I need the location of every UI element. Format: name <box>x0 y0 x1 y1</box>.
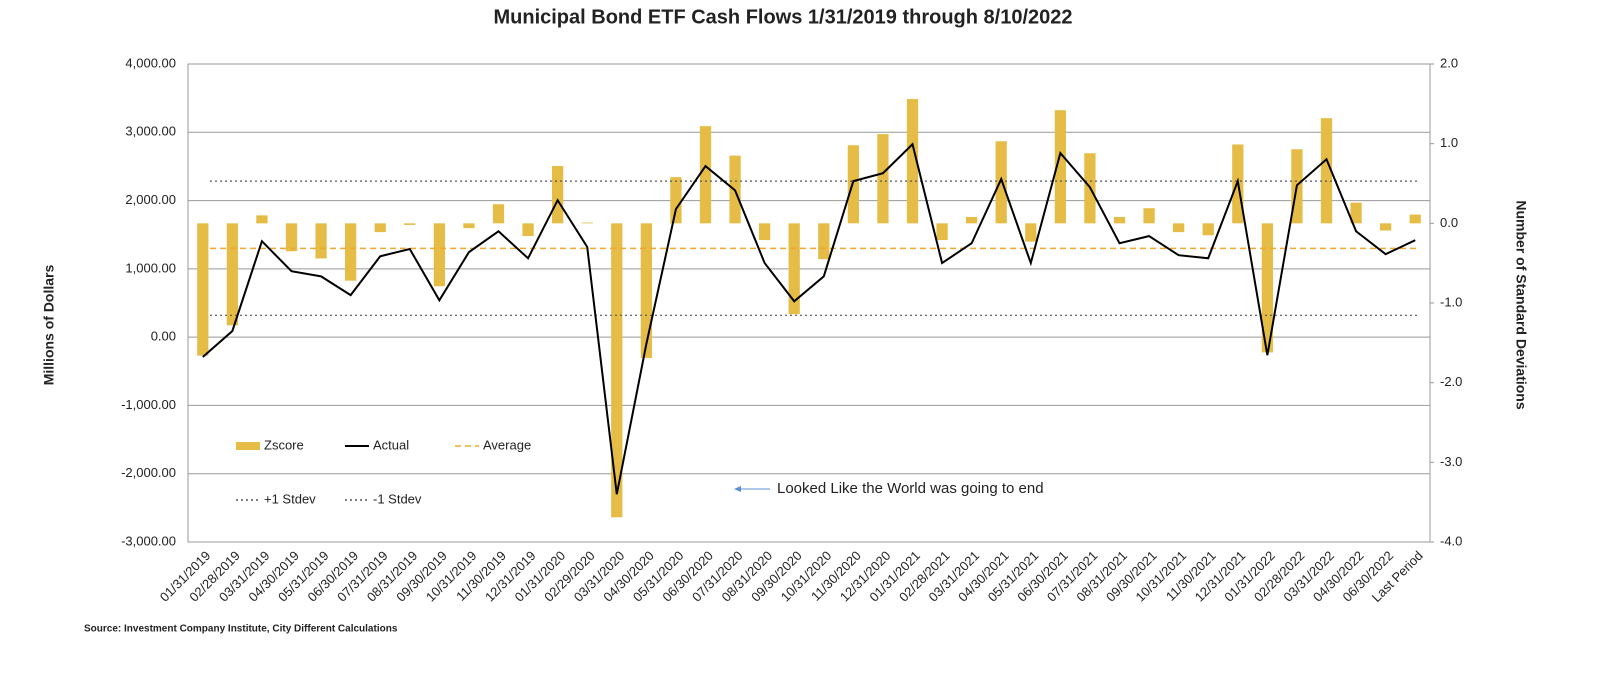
legend-label: -1 Stdev <box>373 491 422 506</box>
bar <box>611 223 623 518</box>
bar <box>877 134 889 224</box>
bar <box>1409 214 1421 224</box>
y-tick-label: 0.00 <box>151 329 176 344</box>
y2-tick-label: -1.0 <box>1440 294 1462 309</box>
y2-tick-label: -4.0 <box>1440 533 1462 548</box>
legend-label: Average <box>483 437 531 452</box>
bar <box>345 223 357 281</box>
bar <box>285 223 298 252</box>
bar <box>966 216 978 224</box>
legend-label: +1 Stdev <box>264 491 316 506</box>
bar <box>552 165 564 224</box>
bar <box>1261 223 1273 353</box>
bar <box>315 223 327 259</box>
y-axis-title: Millions of Dollars <box>41 265 57 386</box>
bar <box>670 177 682 224</box>
bar <box>433 223 445 287</box>
bar <box>522 223 534 237</box>
y2-tick-label: 0.0 <box>1440 215 1458 230</box>
y2-tick-label: 2.0 <box>1440 55 1458 70</box>
y2-tick-label: -3.0 <box>1440 454 1462 469</box>
annotation: Looked Like the World was going to end <box>777 480 1044 497</box>
bar <box>1025 223 1037 242</box>
bar <box>1350 202 1362 224</box>
plot-frame <box>187 63 1431 543</box>
bar <box>256 215 268 224</box>
y-tick-label: 3,000.00 <box>125 124 176 139</box>
legend-label: Zscore <box>264 437 304 452</box>
bar <box>404 223 416 225</box>
y2-tick-label: -2.0 <box>1440 374 1462 389</box>
bar <box>1113 216 1126 224</box>
y-tick-label: -2,000.00 <box>121 465 176 480</box>
bar <box>374 223 386 233</box>
bar <box>197 223 209 356</box>
y-tick-label: 4,000.00 <box>125 55 176 70</box>
line <box>202 142 1416 495</box>
bar <box>640 223 652 358</box>
y2-axis-title: Number of Standard Deviations <box>1513 200 1529 409</box>
y2-tick-label: 1.0 <box>1440 135 1458 150</box>
bar <box>1380 223 1392 231</box>
bar <box>759 223 771 241</box>
bar <box>226 223 238 326</box>
y-tick-label: -3,000.00 <box>121 533 176 548</box>
bar <box>788 223 800 315</box>
bar <box>906 99 919 224</box>
y-tick-label: -1,000.00 <box>121 397 176 412</box>
y-tick-label: 2,000.00 <box>125 192 176 207</box>
bar <box>699 126 712 224</box>
bar <box>1320 118 1333 224</box>
bar <box>492 204 505 224</box>
bar <box>1143 208 1155 224</box>
bar <box>818 223 830 260</box>
chart-title: Municipal Bond ETF Cash Flows 1/31/2019 … <box>493 6 1072 28</box>
arrow-head <box>734 486 741 492</box>
bar <box>1054 110 1066 224</box>
legend-swatch <box>236 442 260 450</box>
source: Source: Investment Company Institute, Ci… <box>84 624 398 635</box>
bar <box>1173 223 1185 233</box>
bar <box>581 222 593 224</box>
y-tick-label: 1,000.00 <box>125 260 176 275</box>
bar <box>1202 223 1214 236</box>
bar <box>936 223 948 241</box>
bar <box>463 223 475 229</box>
bar <box>995 141 1007 224</box>
legend-label: Actual <box>373 437 409 452</box>
